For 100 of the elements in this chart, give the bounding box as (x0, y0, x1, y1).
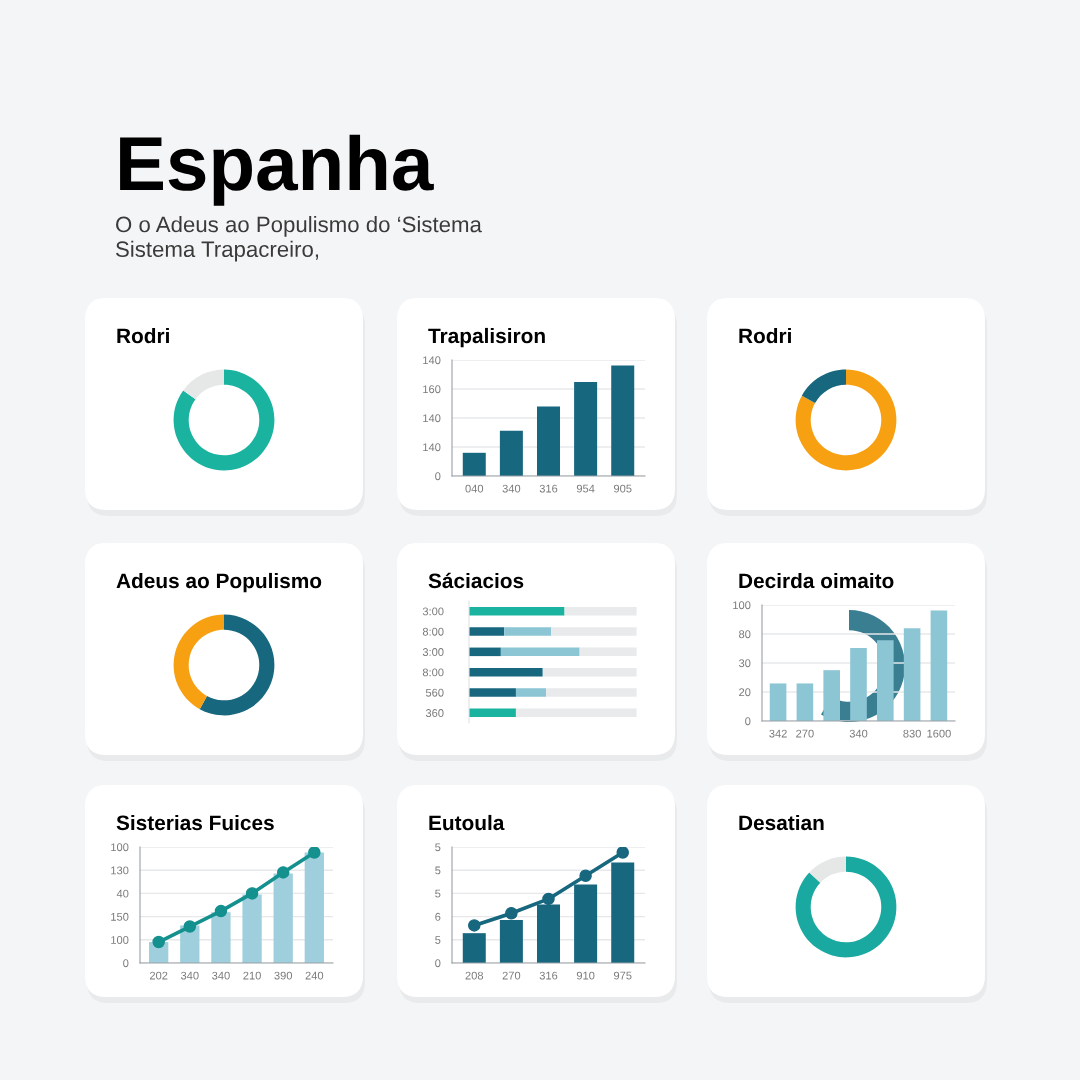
x-tick-label: 340 (180, 971, 199, 980)
bar (551, 627, 637, 636)
chart-title: Adeus ao Populismo (116, 572, 322, 593)
bar (796, 683, 814, 721)
x-tick-label: 340 (502, 484, 521, 493)
bar (823, 670, 840, 721)
text: 140 (423, 414, 441, 423)
bar (850, 648, 867, 721)
bar (546, 688, 637, 697)
text: 100 (111, 843, 129, 852)
point (152, 935, 165, 949)
text: 130 (111, 866, 129, 875)
x-tick-label: 342 (769, 729, 787, 738)
bar (504, 627, 552, 636)
point (183, 920, 197, 933)
bar (500, 647, 580, 657)
x-tick-label: 316 (539, 971, 558, 980)
y-tick-label: 3:00 (422, 648, 444, 656)
x-tick-label: 270 (796, 729, 814, 738)
x-tick-label: 905 (613, 484, 632, 493)
x-tick-label: 910 (576, 971, 595, 980)
x-tick-label: 202 (149, 971, 168, 980)
point (276, 866, 290, 879)
text: Espanha (120, 134, 434, 206)
y-tick-label: 560 (425, 688, 444, 697)
text: 20 (739, 688, 751, 697)
x-tick-label: 830 (903, 729, 921, 738)
point (616, 847, 629, 859)
text: 150 (111, 912, 129, 921)
x-tick-label: 270 (502, 971, 521, 980)
text: 30 (738, 659, 751, 668)
text: 0 (435, 472, 441, 481)
bar (469, 627, 505, 636)
chart-title: Eutoula (429, 814, 505, 831)
point (214, 904, 228, 918)
point (245, 887, 259, 900)
x-tick-label: 954 (576, 484, 595, 493)
x-tick-label: 040 (465, 484, 484, 493)
chart-title: Rodri (739, 327, 791, 344)
bar (515, 688, 547, 697)
point (542, 892, 555, 906)
text: 80 (739, 630, 751, 639)
text: 6 (435, 912, 441, 921)
x-tick-label: 390 (274, 971, 293, 980)
chart-title: Sisterias Fuices (116, 814, 274, 831)
bar (469, 647, 501, 657)
text: 40 (116, 889, 129, 898)
chart-title: Rodri (117, 327, 169, 344)
bar (574, 382, 598, 476)
text: 5 (435, 843, 441, 852)
y-tick-label: 8:00 (422, 627, 444, 636)
bar (242, 894, 262, 963)
text: 140 (423, 356, 441, 365)
point (579, 869, 592, 882)
bar (769, 683, 787, 721)
text: 5 (435, 889, 441, 898)
y-tick-label: 8:00 (422, 668, 444, 677)
bar (273, 873, 293, 963)
point (505, 907, 518, 920)
text: 100 (733, 601, 751, 610)
bar (542, 667, 637, 677)
bar (304, 852, 324, 963)
text: 5 (435, 866, 441, 875)
x-tick-label: 975 (613, 971, 632, 980)
bar (611, 365, 635, 476)
bar (564, 606, 637, 616)
text: 0 (123, 959, 129, 968)
text: O o Adeus ao Populismo do ‘Sistema Sistema Trapacreiro, (116, 216, 482, 262)
point (468, 919, 481, 932)
bar (903, 628, 921, 721)
bar (211, 912, 231, 963)
bar (499, 430, 523, 476)
chart-title: Trapalisiron (428, 327, 545, 348)
bar (469, 667, 543, 677)
bar (469, 606, 565, 616)
text: 0 (435, 959, 441, 968)
bar (579, 647, 637, 657)
bar (462, 452, 486, 476)
bar (515, 708, 637, 718)
point (308, 847, 321, 859)
chart-title: Desatian (739, 814, 824, 831)
x-tick-label: 210 (243, 971, 261, 980)
chart-title: Sáciacios (428, 572, 524, 589)
text: 140 (423, 443, 441, 452)
y-tick-label: 3:00 (422, 607, 444, 616)
bar (877, 640, 894, 721)
chart-title: Decirda oimaito (739, 572, 894, 589)
bar (469, 708, 516, 718)
x-tick-label: 208 (465, 971, 484, 980)
bar (536, 406, 561, 476)
text: 0 (745, 717, 751, 726)
bar (930, 610, 948, 721)
text: 5 (435, 936, 441, 944)
text: 160 (423, 385, 441, 394)
bar (469, 688, 516, 697)
x-tick-label: 240 (305, 971, 324, 980)
text: 100 (111, 936, 129, 944)
x-tick-label: 316 (539, 484, 558, 493)
x-tick-label: 340 (212, 971, 230, 980)
y-tick-label: 360 (425, 709, 444, 717)
